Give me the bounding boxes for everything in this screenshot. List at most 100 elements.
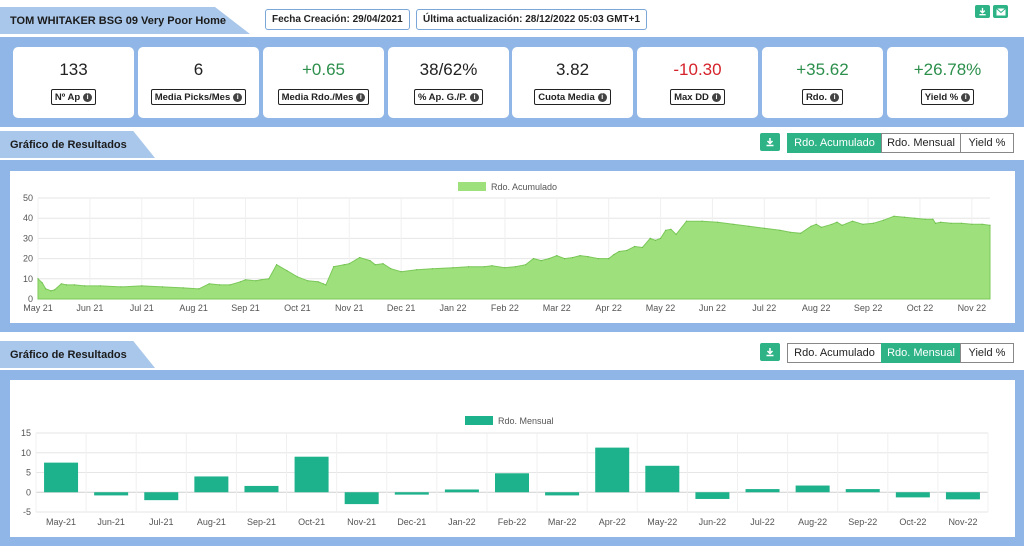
data-point: [717, 221, 719, 223]
kpi-card: -10.30 Max DD i: [637, 47, 758, 118]
x-tick-label: Dec 21: [387, 303, 416, 313]
data-point: [161, 286, 164, 288]
bar: [945, 492, 980, 500]
data-point: [525, 264, 527, 266]
kpi-card: 6 Media Picks/Mes i: [138, 47, 259, 118]
bar: [495, 473, 529, 493]
creation-date: Fecha Creación: 29/04/2021: [272, 14, 403, 25]
data-point: [950, 222, 952, 224]
data-point: [276, 264, 278, 266]
bar: [444, 489, 479, 493]
x-tick-label: Sep 22: [854, 303, 883, 313]
section1-download-button[interactable]: [760, 133, 780, 151]
kpi-label[interactable]: Nº Ap i: [50, 89, 97, 105]
tab-yield[interactable]: Yield %: [960, 343, 1014, 363]
info-icon[interactable]: i: [470, 93, 480, 102]
data-point: [37, 278, 39, 280]
download-icon: [766, 348, 774, 357]
data-point: [670, 228, 672, 230]
y-tick-label: 15: [21, 428, 31, 438]
data-point: [971, 223, 973, 225]
creation-date-badge: Fecha Creación: 29/04/2021: [265, 9, 410, 30]
info-icon[interactable]: i: [830, 93, 840, 102]
bar: [795, 485, 830, 493]
x-tick-label: Jan-22: [448, 517, 476, 527]
tab-rdo-mensual[interactable]: Rdo. Mensual: [881, 343, 961, 363]
kpi-label[interactable]: Media Rdo./Mes i: [277, 89, 370, 105]
kpi-label-text: Max DD: [674, 92, 709, 103]
data-point: [675, 233, 677, 235]
bar: [845, 489, 880, 493]
kpi-value: 38/62%: [419, 60, 478, 79]
info-icon[interactable]: i: [597, 93, 607, 102]
data-point: [504, 267, 506, 269]
data-point: [548, 258, 550, 260]
tab-rdo-acumulado[interactable]: Rdo. Acumulado: [787, 133, 882, 153]
monthly-chart: -5 0 5 10 15 May-21 Jun-21 Jul-21 Aug-21 Sep-21 Oc…: [21, 416, 989, 527]
data-point: [800, 232, 802, 234]
data-point: [883, 219, 885, 221]
info-icon[interactable]: i: [83, 93, 93, 102]
data-point: [491, 265, 493, 267]
bar: [545, 492, 580, 496]
bar: [94, 492, 129, 496]
data-point: [540, 260, 542, 262]
data-point: [468, 266, 470, 268]
tab-rdo-mensual[interactable]: Rdo. Mensual: [881, 133, 961, 153]
kpi-value: 133: [59, 60, 88, 79]
data-point: [333, 266, 335, 268]
x-tick-label: Sep 21: [231, 303, 260, 313]
data-point: [60, 283, 62, 285]
info-icon[interactable]: i: [233, 93, 243, 102]
kpi-card: 3.82 Cuota Media i: [512, 47, 633, 118]
x-tick-label: Mar 22: [543, 303, 571, 313]
x-tick-label: May 21: [23, 303, 53, 313]
y-tick-label: 0: [28, 294, 33, 304]
data-point: [924, 218, 926, 220]
email-button[interactable]: [993, 5, 1008, 18]
x-tick-label: Nov 21: [335, 303, 364, 313]
data-point: [779, 229, 781, 231]
x-tick-label: Mar-22: [548, 517, 577, 527]
legend-label: Rdo. Acumulado: [491, 182, 557, 192]
y-tick-label: 10: [23, 274, 33, 284]
data-point: [989, 224, 991, 226]
tab-yield[interactable]: Yield %: [960, 133, 1014, 153]
x-tick-label: Dec-21: [397, 517, 426, 527]
legend-swatch: [458, 182, 486, 191]
download-button[interactable]: [975, 5, 990, 18]
data-point: [748, 225, 750, 227]
info-icon[interactable]: i: [356, 93, 366, 102]
x-tick-label: Jun-22: [699, 517, 727, 527]
kpi-label[interactable]: Media Picks/Mes i: [150, 89, 247, 105]
page-title: TOM WHITAKER BSG 09 Very Poor Home: [10, 14, 226, 27]
kpi-label[interactable]: Yield % i: [920, 89, 975, 105]
kpi-label-text: Media Picks/Mes: [154, 92, 231, 103]
kpi-panel: 133 Nº Ap i 6 Media Picks/Mes i +0.65 Media Rdo…: [0, 37, 1024, 127]
data-point: [219, 284, 221, 286]
data-point: [452, 267, 454, 269]
y-tick-label: 30: [23, 233, 33, 243]
data-point: [84, 285, 86, 287]
y-tick-label: 5: [26, 468, 31, 478]
kpi-label-text: Nº Ap: [54, 92, 81, 103]
data-point: [862, 223, 864, 225]
kpi-label[interactable]: Max DD i: [670, 89, 725, 105]
kpi-label-text: Rdo.: [805, 92, 828, 103]
data-point: [626, 249, 628, 252]
section2-download-button[interactable]: [760, 343, 780, 361]
kpi-label[interactable]: % Ap. G./P. i: [413, 89, 484, 105]
info-icon[interactable]: i: [711, 93, 721, 102]
bar: [645, 465, 680, 493]
x-tick-label: Oct-22: [899, 517, 926, 527]
data-point: [836, 221, 838, 223]
info-icon[interactable]: i: [961, 93, 971, 102]
x-tick-label: May-22: [647, 517, 677, 527]
data-point: [815, 223, 817, 225]
tab-rdo-acumulado[interactable]: Rdo. Acumulado: [787, 343, 882, 363]
kpi-label[interactable]: Cuota Media i: [534, 89, 611, 105]
x-tick-label: Oct-21: [298, 517, 325, 527]
data-point: [244, 279, 247, 281]
kpi-label[interactable]: Rdo. i: [801, 89, 844, 105]
x-tick-label: Apr-22: [599, 517, 626, 527]
